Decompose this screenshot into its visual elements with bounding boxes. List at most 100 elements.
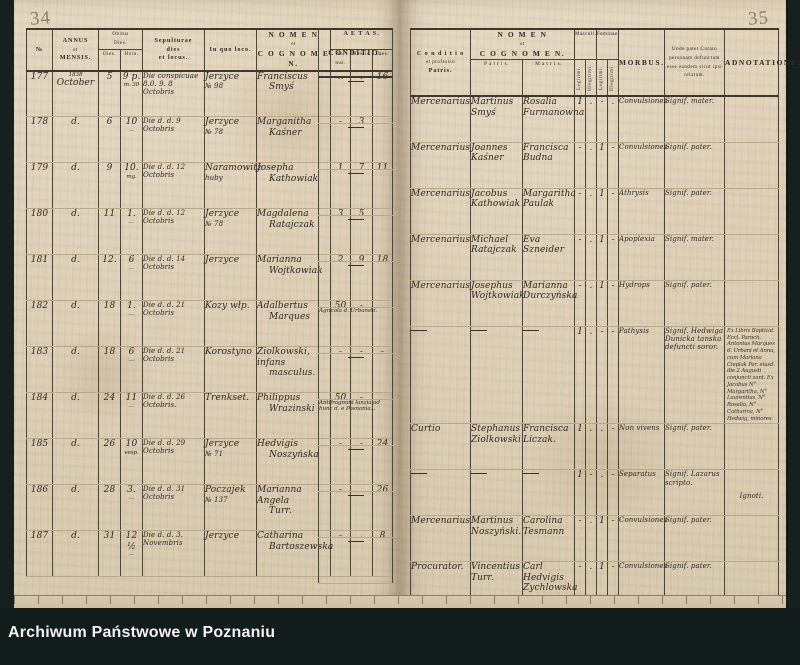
cell-obitus-hora: 1. —: [120, 300, 143, 348]
cell-adnotationes: [724, 515, 780, 563]
ruler-tick: [518, 596, 519, 604]
table-row: Mercenarius Josephus Wojtkowiak Marianna Dur…: [410, 280, 780, 327]
fem-legitimi-label: Legitimi.: [598, 66, 604, 91]
cell-conditio-patris: Mercenarius: [410, 188, 471, 235]
cell-sepulturae: Die d. d. 26 Octobris.: [142, 392, 205, 440]
annus-line2: et: [73, 47, 78, 53]
table-row: Agricola d. Urbanski.: [318, 307, 393, 354]
col-feminae: Feminae.: [596, 28, 620, 61]
cell-conditio-patris: Mercenarius.: [410, 96, 473, 143]
cell-conditio: [318, 537, 393, 584]
cell-feminae-legitimi: 1: [596, 234, 609, 281]
left-conditio-table: CONDITIO. Agricola d. Urbanski. Antifragm…: [318, 28, 393, 584]
cell-number: 185: [26, 438, 53, 486]
cond-patris-line3: Patris.: [428, 67, 453, 75]
col-obitus-hora: Hora.: [120, 49, 143, 72]
cell-adnotationes: [724, 188, 780, 235]
ruler-tick: [422, 596, 423, 604]
col-conditio-patris: C o n d i t i o et professio Patris.: [410, 27, 471, 98]
table-row: Antifragmini lanzia ad hunc d. e Posnani…: [318, 399, 393, 446]
cell-number: 180: [26, 208, 53, 256]
table-row: [318, 261, 393, 308]
ruler-tick: [38, 596, 39, 604]
table-row: [318, 123, 393, 170]
cell-obitus-dies: 24: [98, 392, 121, 440]
r-nomen-line3: C O G N O M E N.: [479, 49, 566, 59]
cell-adnotationes: [724, 142, 780, 189]
cell-sepulturae: Die d. d. 3. Novembris: [142, 530, 205, 578]
annus-line3: MENSIS.: [59, 54, 92, 62]
masc-illegitimi-label: Illegitimi.: [587, 65, 593, 92]
ruler-tick: [182, 596, 183, 604]
cell-nomen-patris: Martinus Noszyński.: [470, 515, 523, 563]
cell-unde-patet: Signif. pater.: [664, 142, 726, 189]
cell-sepulturae: Die d. d. 14 Octobris: [142, 254, 205, 302]
r-nomen-line1: N O M E N: [497, 30, 548, 39]
cond-patris-line1: C o n d i t i o: [416, 50, 465, 57]
cell-feminae-illegitimi: -: [607, 326, 620, 425]
matris-label: M a t r i s.: [535, 62, 562, 68]
cell-in-quo-loco: Jerzyce № 78: [204, 208, 257, 256]
ruler-tick: [110, 596, 111, 604]
col-patris: P a t r i s.: [470, 59, 523, 98]
cell-number: 179: [26, 162, 53, 210]
col-unde-patet: Unde patet Curato personam defunctam ess…: [664, 27, 726, 98]
table-row: Mercenarius Michael Ratajczak Eva Szneider -.…: [410, 234, 780, 281]
cell-feminae-illegitimi: -: [607, 280, 620, 327]
cell-unde-patet: Signif. pater.: [664, 280, 726, 327]
cell-morbus: Convulsiones: [618, 515, 667, 563]
cell-in-quo-loco: Jerzyce: [204, 530, 257, 578]
cell-adnotationes: [724, 96, 780, 143]
cell-feminae-illegitimi: -: [607, 515, 620, 563]
cell-annus-mensis: d.: [52, 208, 99, 256]
cell-nomen-patris: Jacobus Kathowiak: [470, 188, 523, 235]
col-in-quo-loco: In quo loco.: [204, 28, 257, 72]
open-register-book: 34 35 № ANNUS et MENSIS.: [14, 0, 800, 655]
ruler-tick: [398, 596, 399, 604]
cell-nomen-matris: [521, 326, 576, 425]
cell-unde-patet: Signif. Lazarus scripto.: [664, 469, 726, 517]
cell-conditio: [318, 445, 393, 492]
cell-unde-patet: Signif. mater.: [664, 96, 726, 143]
r-nomen-line2: et: [520, 42, 525, 48]
cell-adnotationes: [724, 280, 780, 327]
cell-adnotationes: Ex Libris Baptizat. Eccl. Paroch. Antoni…: [724, 326, 780, 425]
sep-line3: et locus.: [158, 54, 189, 62]
cell-obitus-hora: 10 vesp.: [120, 438, 143, 486]
ruler-tick: [494, 596, 495, 604]
patris-label: P a t r i s.: [484, 62, 509, 68]
cell-obitus-dies: 18: [98, 346, 121, 394]
cell-nomen-patris: Josephus Wojtkowiak: [470, 280, 525, 327]
cell-masculi-legitimi: -: [574, 234, 587, 281]
adnotationes-label: ADNOTATIONES.: [725, 57, 800, 67]
cell-nomen-patris: [470, 326, 523, 425]
cell-conditio: [318, 169, 393, 216]
masculi-label: Masculi.: [575, 32, 597, 37]
ruler-tick: [14, 596, 15, 604]
cell-nomen-matris: Rosalia Furmanowna: [521, 96, 584, 143]
cell-morbus: Convulsiones: [618, 96, 667, 143]
ruler-tick: [590, 596, 591, 604]
cell-masculi-legitimi: 1: [574, 96, 587, 143]
cell-sepulturae: Die d. d. 21 Octobris: [142, 300, 205, 348]
cell-nomen-matris: Francisca Liczak.: [521, 423, 576, 471]
cell-conditio: [318, 77, 393, 124]
cell-obitus-hora: 9 p. m. 30: [120, 70, 143, 118]
cell-conditio: Antifragmini lanzia ad hunc d. e Posnani…: [318, 399, 393, 446]
col-number: №: [26, 28, 53, 72]
cell-in-quo-loco: Jerzyce № 98: [204, 70, 257, 118]
archive-watermark-bar: Archiwum Państwowe w Poznaniu: [0, 608, 800, 665]
cell-masculi-legitimi: 1: [574, 326, 587, 425]
ruler-tick: [206, 596, 207, 604]
ruler-tick: [86, 596, 87, 604]
cell-masculi-illegitimi: .: [585, 96, 598, 143]
right-register-table: C o n d i t i o et professio Patris. N O…: [410, 27, 800, 655]
obitus-line2: Dies.: [114, 40, 127, 46]
col-matris: M a t r i s.: [521, 59, 576, 98]
cell-unde-patet: Signif. mater.: [664, 234, 726, 281]
cell-in-quo-loco: Naramowitz huby: [204, 162, 262, 210]
cell-obitus-hora: 1. —: [120, 208, 143, 256]
cell-masculi-illegitimi: .: [585, 142, 598, 189]
col-masculi-legitimi: Legitimi.: [574, 59, 587, 98]
cell-nomen-matris: Carolina Tesmann: [521, 515, 576, 563]
